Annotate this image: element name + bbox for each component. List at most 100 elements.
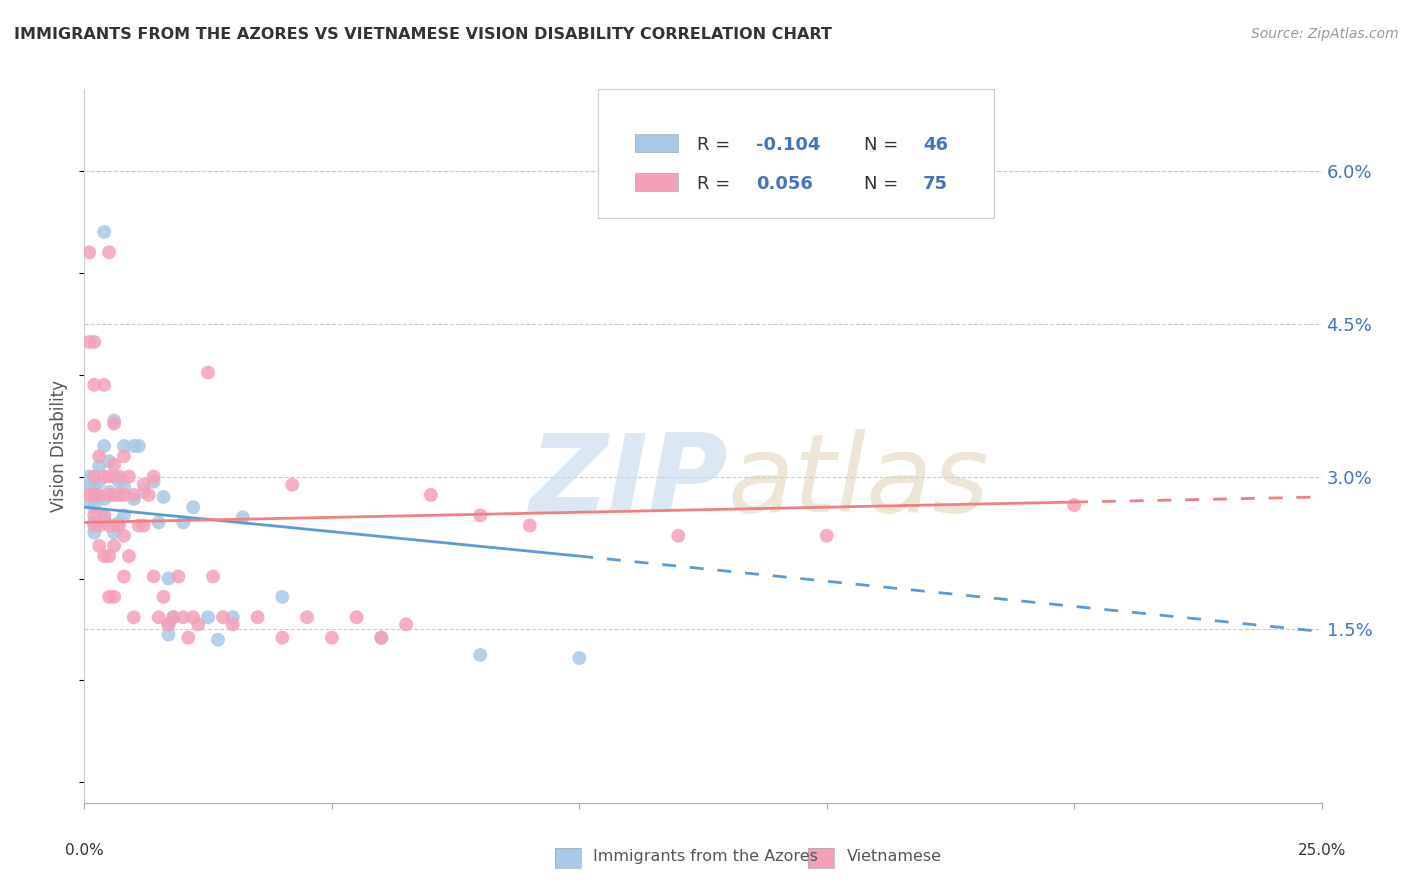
Text: 46: 46 — [924, 136, 948, 153]
Point — [271, 590, 294, 604]
Text: ZIP: ZIP — [530, 429, 728, 534]
Point — [142, 569, 165, 583]
Point — [118, 549, 141, 563]
Point — [197, 366, 219, 380]
Point — [89, 516, 111, 530]
Point — [93, 491, 115, 506]
Point — [93, 439, 115, 453]
Point — [222, 617, 245, 632]
Point — [157, 617, 180, 632]
Point — [122, 439, 145, 453]
Point — [108, 475, 131, 489]
Point — [138, 488, 160, 502]
Point — [89, 488, 111, 502]
Point — [108, 516, 131, 530]
Point — [666, 529, 689, 543]
Point — [93, 549, 115, 563]
Point — [157, 572, 180, 586]
Point — [79, 480, 101, 494]
Point — [815, 529, 838, 543]
Point — [112, 439, 135, 453]
Point — [370, 631, 392, 645]
Point — [83, 418, 105, 433]
Point — [132, 477, 155, 491]
Point — [148, 516, 170, 530]
Point — [197, 610, 219, 624]
Point — [103, 525, 125, 540]
Point — [103, 469, 125, 483]
Point — [346, 610, 368, 624]
Point — [181, 500, 204, 515]
Point — [83, 508, 105, 523]
Point — [98, 488, 121, 502]
Point — [79, 334, 101, 349]
Point — [93, 225, 115, 239]
Text: IMMIGRANTS FROM THE AZORES VS VIETNAMESE VISION DISABILITY CORRELATION CHART: IMMIGRANTS FROM THE AZORES VS VIETNAMESE… — [14, 27, 832, 42]
Text: 25.0%: 25.0% — [1298, 843, 1346, 858]
Point — [152, 590, 174, 604]
Point — [122, 488, 145, 502]
Point — [83, 377, 105, 392]
Point — [271, 631, 294, 645]
Point — [93, 377, 115, 392]
Point — [157, 627, 180, 641]
Point — [98, 484, 121, 499]
Text: -0.104: -0.104 — [756, 136, 821, 153]
Point — [83, 480, 105, 494]
Point — [568, 651, 591, 665]
Point — [162, 610, 184, 624]
Point — [103, 458, 125, 472]
Point — [89, 475, 111, 489]
Point — [108, 488, 131, 502]
Point — [79, 245, 101, 260]
Point — [112, 569, 135, 583]
Point — [112, 488, 135, 502]
Point — [112, 529, 135, 543]
Point — [98, 245, 121, 260]
Point — [93, 508, 115, 523]
Point — [152, 490, 174, 504]
Point — [83, 525, 105, 540]
Point — [142, 469, 165, 483]
Point — [98, 454, 121, 468]
Point — [103, 488, 125, 502]
Point — [89, 449, 111, 463]
Point — [132, 518, 155, 533]
Point — [395, 617, 418, 632]
Text: N =: N = — [863, 175, 904, 193]
Point — [232, 510, 254, 524]
Text: atlas: atlas — [728, 429, 990, 534]
Point — [93, 469, 115, 483]
Point — [281, 477, 304, 491]
Point — [142, 475, 165, 489]
Point — [132, 484, 155, 499]
Point — [83, 500, 105, 515]
Point — [89, 459, 111, 474]
Point — [89, 490, 111, 504]
Point — [79, 495, 101, 509]
Point — [108, 518, 131, 533]
Text: Vietnamese: Vietnamese — [846, 849, 942, 863]
FancyBboxPatch shape — [636, 134, 678, 152]
Point — [83, 488, 105, 502]
Point — [89, 539, 111, 553]
Point — [321, 631, 343, 645]
Point — [181, 610, 204, 624]
Point — [83, 516, 105, 530]
Point — [103, 413, 125, 427]
Point — [148, 610, 170, 624]
Point — [172, 516, 194, 530]
Point — [187, 617, 209, 632]
Point — [157, 617, 180, 632]
Point — [98, 549, 121, 563]
Point — [207, 632, 229, 647]
Point — [202, 569, 225, 583]
Point — [172, 610, 194, 624]
Point — [295, 610, 318, 624]
Point — [83, 469, 105, 483]
Y-axis label: Vision Disability: Vision Disability — [51, 380, 69, 512]
Point — [470, 648, 492, 662]
Text: 0.0%: 0.0% — [65, 843, 104, 858]
Text: 75: 75 — [924, 175, 948, 193]
Point — [79, 469, 101, 483]
